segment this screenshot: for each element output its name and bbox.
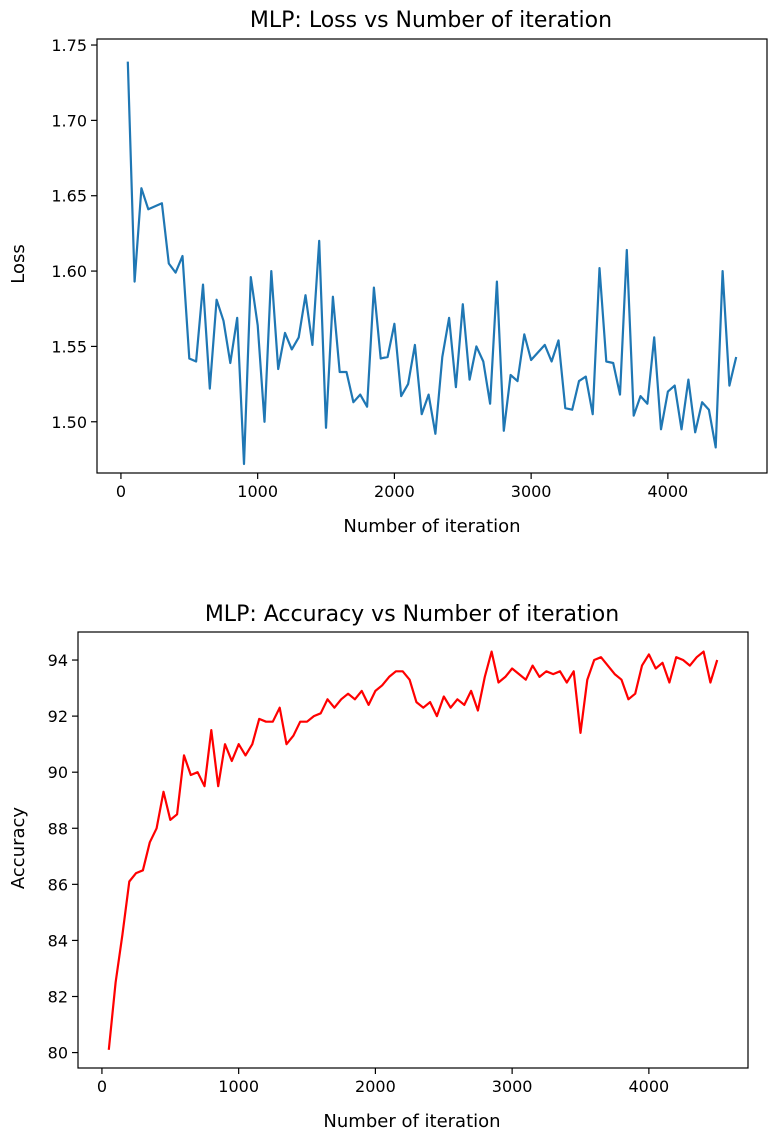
accuracy-chart-yticks: 80 82 84 86 88 90 92 94 (48, 651, 78, 1063)
accuracy-chart-ytick-label: 94 (48, 651, 68, 670)
loss-chart-frame (96, 38, 768, 474)
loss-chart-ytick-label: 1.65 (51, 187, 87, 206)
loss-chart-xlabel: Number of iteration (343, 516, 520, 537)
loss-chart-ytick-label: 1.55 (51, 337, 87, 356)
accuracy-chart-title: MLP: Accuracy vs Number of iteration (205, 602, 619, 627)
loss-chart-title: MLP: Loss vs Number of iteration (250, 8, 612, 33)
loss-chart-xtick-label: 2000 (374, 482, 415, 501)
accuracy-chart-ytick-label: 84 (48, 931, 68, 950)
accuracy-chart-frame (77, 631, 749, 1069)
loss-chart-ytick-label: 1.50 (51, 413, 87, 432)
loss-chart-series-line (126, 61, 738, 466)
accuracy-chart-plot-area (107, 650, 719, 1050)
loss-chart-xtick-label: 0 (116, 482, 126, 501)
accuracy-chart-xlabel: Number of iteration (323, 1111, 500, 1132)
accuracy-chart-xtick-label: 3000 (492, 1077, 533, 1096)
loss-chart-xtick-label: 1000 (237, 482, 278, 501)
accuracy-chart: MLP: Accuracy vs Number of iteration Num… (8, 602, 749, 1132)
accuracy-chart-series-line (107, 650, 719, 1050)
accuracy-chart-xtick-label: 2000 (355, 1077, 396, 1096)
loss-chart-ytick-label: 1.70 (51, 111, 87, 130)
loss-chart-plot-area (126, 61, 738, 466)
loss-chart-ytick-label: 1.75 (51, 36, 87, 55)
accuracy-chart-ytick-label: 90 (48, 763, 68, 782)
loss-chart-ylabel: Loss (8, 244, 29, 283)
accuracy-chart-ytick-label: 80 (48, 1044, 68, 1063)
accuracy-chart-ylabel: Accuracy (8, 807, 29, 890)
accuracy-chart-xtick-label: 1000 (218, 1077, 259, 1096)
loss-chart-yticks: 1.50 1.55 1.60 1.65 1.70 1.75 (51, 36, 97, 432)
accuracy-chart-xtick-label: 0 (97, 1077, 107, 1096)
loss-chart-ytick-label: 1.60 (51, 262, 87, 281)
accuracy-chart-ytick-label: 86 (48, 875, 68, 894)
loss-chart-xtick-label: 3000 (511, 482, 552, 501)
accuracy-chart-xticks: 0 1000 2000 3000 4000 (97, 1068, 669, 1096)
accuracy-chart-ytick-label: 88 (48, 819, 68, 838)
loss-chart: MLP: Loss vs Number of iteration Number … (8, 8, 768, 537)
loss-chart-xticks: 0 1000 2000 3000 4000 (116, 473, 688, 501)
accuracy-chart-xtick-label: 4000 (629, 1077, 670, 1096)
accuracy-chart-ytick-label: 82 (48, 988, 68, 1007)
loss-chart-xtick-label: 4000 (648, 482, 689, 501)
accuracy-chart-ytick-label: 92 (48, 707, 68, 726)
